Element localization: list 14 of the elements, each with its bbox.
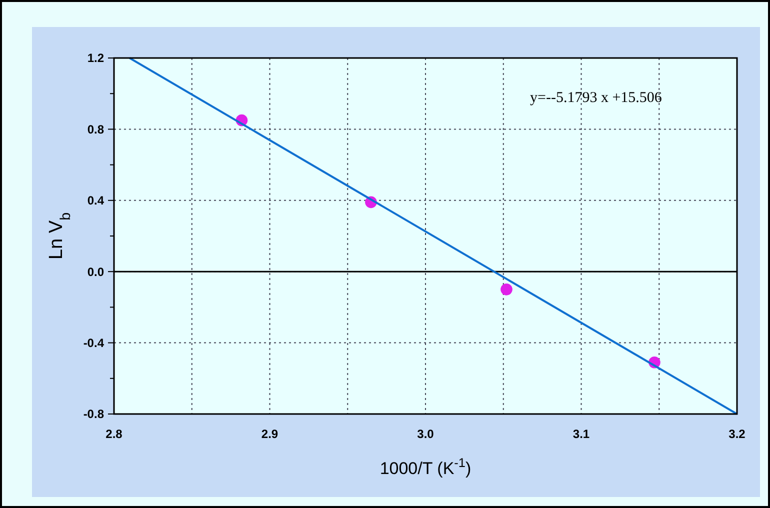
x-tick-label: 3.2 bbox=[728, 427, 746, 441]
annotation: y=--5.1793 x +15.506 bbox=[530, 90, 662, 106]
x-tick-label: 2.9 bbox=[261, 427, 278, 441]
x-tick-label: 2.8 bbox=[106, 427, 123, 441]
y-tick-label: -0.8 bbox=[83, 407, 104, 422]
y-tick-label: 1.2 bbox=[87, 51, 104, 66]
x-tick-label: 3.1 bbox=[572, 427, 590, 441]
x-axis-title: 1000/T (K$^{-1}$) bbox=[380, 454, 472, 478]
y-tick-label: 0.0 bbox=[87, 264, 104, 279]
point bbox=[500, 283, 512, 296]
y-tick-label: 0.8 bbox=[87, 122, 104, 136]
y-tick-label: 0.4 bbox=[87, 194, 104, 208]
y-tick-label: -0.4 bbox=[83, 336, 104, 350]
x-tick-label: 3.0 bbox=[417, 427, 434, 441]
